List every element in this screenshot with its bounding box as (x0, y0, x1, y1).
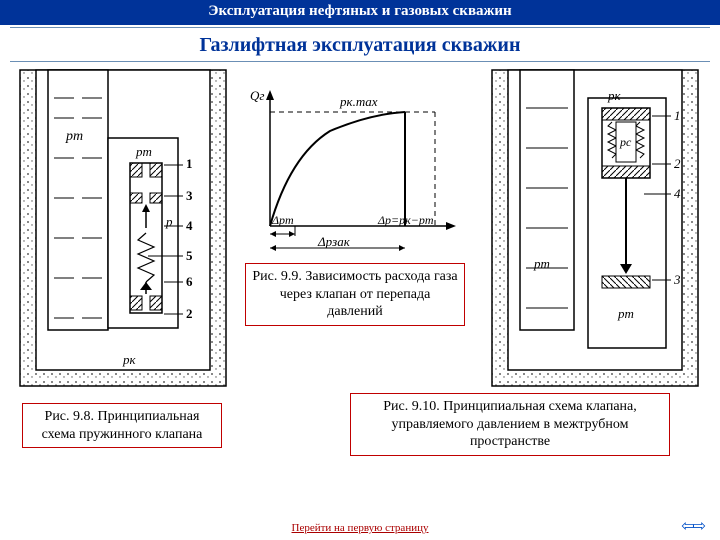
callout: 3 (186, 188, 193, 203)
label-pC: pс (619, 135, 632, 149)
divider (10, 61, 710, 62)
label-pkmax: pк.max (339, 94, 378, 109)
callout: 6 (186, 274, 193, 289)
label-pT-right: pт (135, 144, 152, 159)
content-area: pт pт p pк 1 3 4 (0, 68, 720, 498)
callout: 2 (674, 156, 681, 171)
label-pT-left: pт (65, 129, 83, 144)
caption-9-10: Рис. 9.10. Принципиальная схема клапана,… (350, 393, 670, 456)
page-header: Эксплуатация нефтяных и газовых скважин (0, 0, 720, 25)
label-pK: pк (607, 88, 622, 103)
caption-9-9: Рис. 9.9. Зависимость расхода газа через… (245, 263, 465, 326)
figure-9-8: pт pт p pк 1 3 4 (18, 68, 228, 388)
caption-9-8: Рис. 9.8. Принципиальная схема пружинног… (22, 403, 222, 448)
figure-9-10: pс pк pт pт 1 2 4 3 (490, 68, 700, 388)
callout: 3 (673, 272, 681, 287)
nav-arrows[interactable]: ⇦⇨ (681, 516, 704, 536)
label-pT-lower: pт (617, 306, 634, 321)
footer: Перейти на первую страницу (0, 522, 720, 534)
callout: 2 (186, 306, 193, 321)
callout: 1 (186, 156, 193, 171)
callout: 1 (674, 108, 681, 123)
label-dp: Δp=pк−pт (377, 213, 434, 227)
callout: 4 (674, 186, 681, 201)
first-page-link[interactable]: Перейти на первую страницу (292, 522, 429, 534)
label-pK: pк (122, 352, 137, 367)
label-p: p (165, 214, 173, 229)
axis-y-label: Qг (250, 88, 264, 103)
callout: 4 (186, 218, 193, 233)
figure-9-9: Qг pк.max Δpт Δpзак Δp=pк−pт (240, 76, 470, 256)
page-subtitle: Газлифтная эксплуатация скважин (0, 28, 720, 61)
label-dpT: Δpт (271, 213, 294, 227)
label-dpzak: Δpзак (317, 234, 351, 249)
callout: 5 (186, 248, 193, 263)
label-pT-upper: pт (533, 256, 550, 271)
